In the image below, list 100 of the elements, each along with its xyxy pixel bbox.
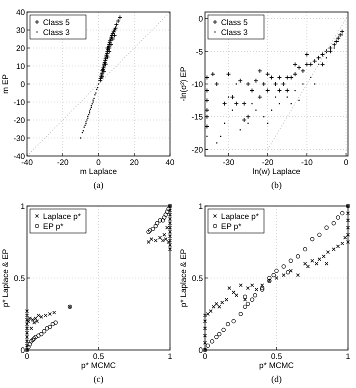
y-tick-label: 40 bbox=[16, 8, 26, 17]
legend-label: Class 5 bbox=[221, 18, 248, 27]
point bbox=[277, 75, 282, 80]
point bbox=[336, 244, 340, 248]
legend-label: Laplace p* bbox=[221, 212, 259, 221]
point bbox=[36, 334, 41, 338]
point bbox=[160, 218, 165, 222]
point bbox=[28, 342, 32, 346]
point bbox=[42, 329, 46, 334]
x-axis-title: p* MCMC bbox=[81, 361, 116, 370]
point bbox=[343, 236, 347, 240]
point bbox=[320, 62, 325, 67]
point bbox=[292, 62, 298, 67]
point bbox=[226, 322, 230, 326]
point bbox=[227, 286, 232, 290]
y-tick-label: 30 bbox=[16, 26, 26, 35]
point bbox=[208, 309, 213, 313]
y-tick-label: -10 bbox=[191, 80, 204, 89]
y-tick-label: 0.5 bbox=[192, 274, 204, 283]
legend-label: EP p* bbox=[43, 222, 64, 231]
point bbox=[33, 334, 38, 340]
x-tick-label: 0.5 bbox=[92, 352, 105, 361]
point bbox=[32, 336, 36, 341]
point bbox=[340, 211, 344, 216]
point bbox=[206, 344, 210, 348]
point bbox=[326, 250, 330, 254]
point bbox=[29, 326, 34, 330]
point bbox=[28, 316, 32, 320]
point bbox=[303, 247, 308, 252]
y-tick-label: -20 bbox=[191, 145, 204, 154]
legend-label: Class 3 bbox=[43, 28, 70, 37]
point bbox=[250, 283, 254, 288]
x-tick-label: 20 bbox=[130, 158, 140, 167]
point bbox=[314, 262, 318, 266]
x-tick-label: -30 bbox=[222, 158, 235, 167]
point bbox=[252, 293, 258, 298]
y-tick-label: 1 bbox=[20, 202, 26, 211]
point bbox=[267, 276, 272, 280]
point bbox=[340, 29, 345, 34]
point bbox=[210, 339, 214, 344]
point bbox=[206, 312, 210, 316]
x-tick-label: 0 bbox=[96, 158, 102, 167]
point bbox=[324, 262, 328, 266]
point bbox=[242, 294, 248, 299]
point bbox=[230, 94, 235, 100]
y-tick-label: -5 bbox=[196, 47, 204, 56]
x-tick-label: 1 bbox=[346, 352, 351, 361]
x-tick-label: -10 bbox=[301, 158, 314, 167]
y-axis-title: -ln(σ²) EP bbox=[179, 66, 188, 102]
point bbox=[204, 98, 210, 103]
y-tick-label: 1 bbox=[198, 202, 204, 211]
y-tick-label: -10 bbox=[13, 98, 26, 107]
point bbox=[224, 298, 228, 302]
text: (a) bbox=[94, 180, 104, 190]
y-tick-label: 0 bbox=[198, 14, 204, 24]
point bbox=[238, 283, 243, 288]
y-tick-label: -15 bbox=[191, 112, 204, 122]
point bbox=[150, 226, 155, 232]
point bbox=[48, 324, 52, 330]
point bbox=[260, 287, 264, 292]
point bbox=[246, 302, 250, 306]
y-axis-title: m EP bbox=[1, 74, 10, 94]
point bbox=[164, 212, 168, 217]
point bbox=[52, 310, 56, 314]
x-tick-label: -20 bbox=[262, 158, 274, 167]
text: (b) bbox=[271, 180, 282, 190]
point bbox=[146, 240, 150, 244]
point bbox=[282, 273, 286, 277]
point bbox=[328, 46, 333, 50]
point bbox=[30, 338, 35, 342]
legend-label: Class 5 bbox=[43, 18, 70, 27]
point bbox=[300, 68, 306, 74]
point bbox=[214, 334, 219, 340]
point bbox=[340, 242, 344, 246]
y-tick-label: -30 bbox=[13, 134, 26, 143]
point bbox=[246, 82, 250, 86]
point bbox=[296, 254, 300, 258]
y-axis-title: p* Laplace & EP bbox=[179, 248, 188, 308]
y-tick-label: 10 bbox=[16, 62, 26, 71]
point bbox=[296, 273, 300, 277]
point bbox=[30, 318, 35, 322]
point bbox=[220, 300, 224, 304]
point bbox=[306, 264, 310, 268]
point bbox=[336, 215, 340, 220]
text: (c) bbox=[94, 374, 104, 384]
legend-label: Laplace p* bbox=[43, 212, 81, 221]
point bbox=[32, 320, 36, 324]
point bbox=[304, 62, 310, 67]
point bbox=[39, 332, 44, 336]
point bbox=[250, 298, 254, 302]
legend-label: EP p* bbox=[221, 222, 242, 231]
point bbox=[162, 232, 166, 237]
x-tick-label: 0.5 bbox=[270, 352, 283, 361]
point bbox=[318, 257, 322, 262]
point bbox=[246, 286, 250, 290]
point bbox=[54, 320, 58, 325]
point bbox=[274, 268, 279, 273]
point bbox=[310, 237, 314, 242]
point bbox=[221, 328, 226, 332]
point bbox=[254, 288, 258, 292]
